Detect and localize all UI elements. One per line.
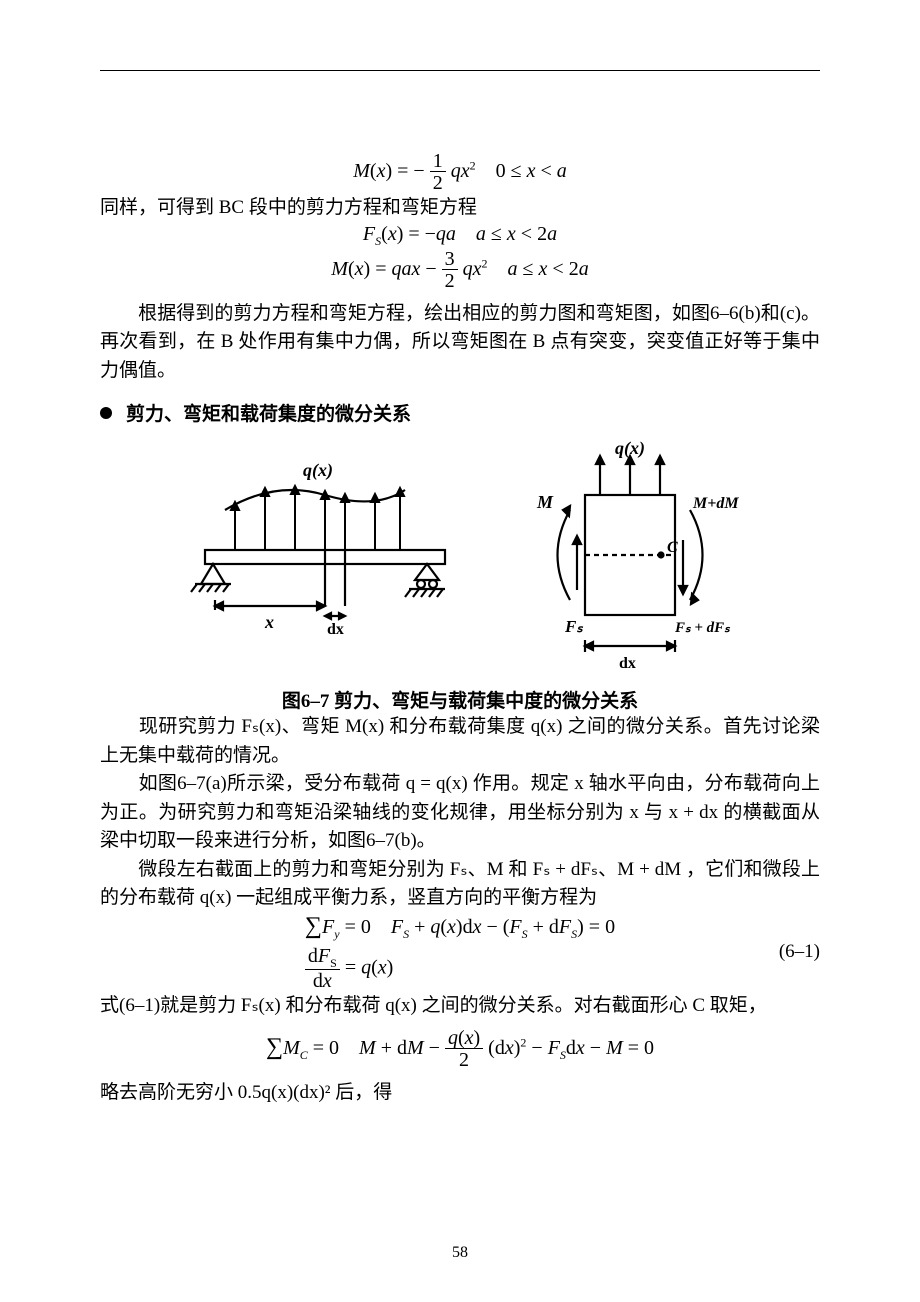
section-heading: 剪力、弯矩和载荷集度的微分关系 bbox=[100, 399, 820, 426]
label-x: x bbox=[264, 612, 274, 632]
label-FsdFs: Fₛ + dFₛ bbox=[674, 620, 731, 636]
equation-2: FS(x) = −qa a ≤ x < 2a bbox=[100, 223, 820, 249]
equation-3: M(x) = qax − 32 qx2 a ≤ x < 2a bbox=[100, 249, 820, 292]
bullet-icon bbox=[100, 407, 112, 419]
equation-1: M(x) = − 12 qx2 0 ≤ x < a bbox=[100, 151, 820, 194]
equation-4: ∑Fy = 0 FS + q(x)dx − (FS + dFS) = 0 dFS… bbox=[100, 913, 820, 992]
label-M: M bbox=[536, 492, 554, 512]
paragraph-2: 现研究剪力 Fₛ(x)、弯矩 M(x) 和分布载荷集度 q(x) 之间的微分关系… bbox=[100, 713, 820, 770]
section-heading-text: 剪力、弯矩和载荷集度的微分关系 bbox=[126, 399, 411, 426]
paragraph-5: 式(6–1)就是剪力 Fₛ(x) 和分布载荷 q(x) 之间的微分关系。对右截面… bbox=[100, 992, 820, 1021]
equation-5: ∑MC = 0 M + dM − q(x)2 (dx)2 − FSdx − M … bbox=[100, 1028, 820, 1071]
label-qx-right: q(x) bbox=[615, 440, 645, 459]
label-dx2: dx bbox=[619, 655, 636, 672]
label-C: C bbox=[667, 539, 678, 556]
figure-6-7: q(x) x dx bbox=[100, 440, 820, 680]
paragraph-6: 略去高阶无穷小 0.5q(x)(dx)² 后，得 bbox=[100, 1079, 820, 1108]
label-dx: dx bbox=[327, 621, 344, 638]
paragraph-bc-intro: 同样，可得到 BC 段中的剪力方程和弯矩方程 bbox=[100, 194, 820, 223]
figure-6-7a: q(x) x dx bbox=[175, 440, 475, 650]
top-rule bbox=[100, 70, 820, 71]
label-Fs: Fₛ bbox=[564, 617, 583, 636]
label-MdM: M+dM bbox=[692, 495, 739, 512]
paragraph-4: 微段左右截面上的剪力和弯矩分别为 Fₛ、M 和 Fₛ + dFₛ、M + dM … bbox=[100, 856, 820, 913]
page-number: 58 bbox=[0, 1244, 920, 1262]
label-qx-left: q(x) bbox=[303, 460, 333, 481]
figure-caption: 图6–7 剪力、弯矩与载荷集中度的微分关系 bbox=[100, 686, 820, 713]
paragraph-1: 根据得到的剪力方程和弯矩方程，绘出相应的剪力图和弯矩图，如图6–6(b)和(c)… bbox=[100, 300, 820, 386]
paragraph-3: 如图6–7(a)所示梁，受分布载荷 q = q(x) 作用。规定 x 轴水平向由… bbox=[100, 770, 820, 856]
equation-number-6-1: (6–1) bbox=[779, 941, 820, 963]
page: M(x) = − 12 qx2 0 ≤ x < a 同样，可得到 BC 段中的剪… bbox=[0, 0, 920, 1302]
figure-6-7b: q(x) M M+dM C Fₛ Fₛ + dFₛ dx bbox=[515, 440, 745, 680]
